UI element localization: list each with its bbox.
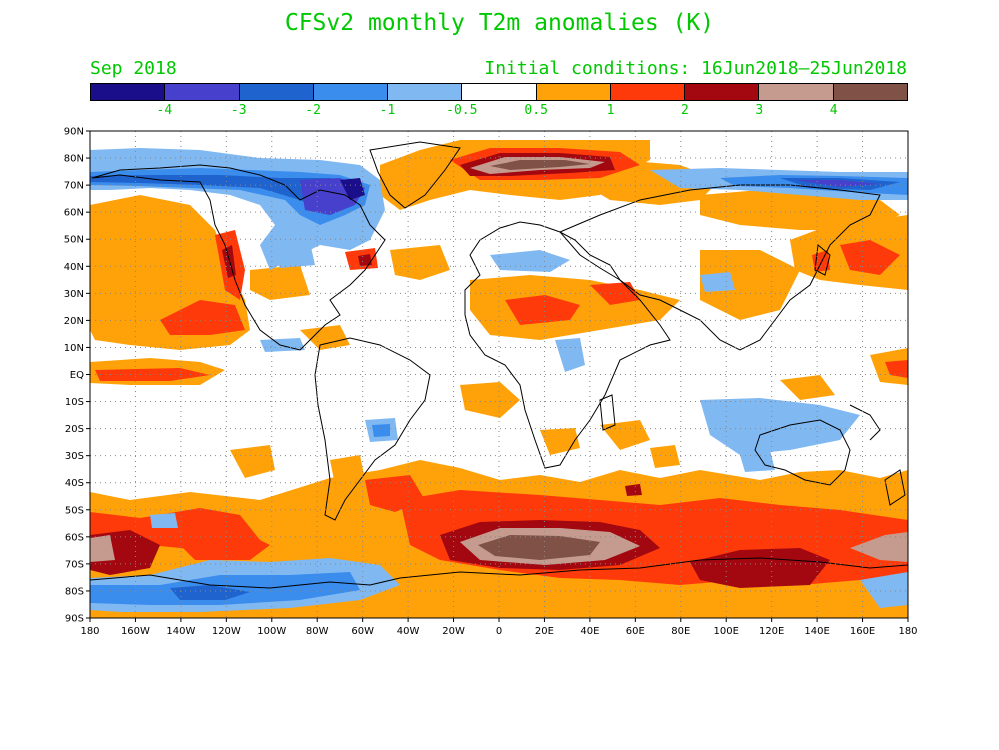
latitude-label: 70N <box>64 181 84 192</box>
colorbar-segment <box>833 84 907 100</box>
latitude-label: EQ <box>70 370 84 381</box>
longitude-label: 140W <box>166 626 195 637</box>
initial-conditions: Initial conditions: 16Jun2018–25Jun2018 <box>484 58 907 79</box>
north-america-outline <box>91 164 386 351</box>
latitude-label: 10N <box>64 343 84 354</box>
colorbar-label: -3 <box>230 103 247 118</box>
latitude-label: 60S <box>65 532 84 543</box>
latitude-label: 90N <box>64 127 84 138</box>
colorbar-label: -4 <box>156 103 173 118</box>
longitude-label: 180 <box>898 626 917 637</box>
longitude-labels: 180 160W 140W 120W 100W 80W 60W 40W 20W 0 20E 40E 60… <box>80 626 917 637</box>
latitude-label: 30S <box>65 451 84 462</box>
colorbar-segment <box>759 84 834 100</box>
colorbar-segment <box>685 84 760 100</box>
longitude-label: 100W <box>257 626 286 637</box>
asia-outline <box>559 184 881 351</box>
latitude-labels: 90N 80N 70N 60N 50N 40N 30N 20N 10N EQ 10S 20S 30S 40… <box>64 127 84 625</box>
latitude-label: 80N <box>64 154 84 165</box>
colorbar-segment <box>462 84 537 100</box>
latitude-label: 20S <box>65 424 84 435</box>
longitude-label: 140E <box>804 626 829 637</box>
australia-cold-anomaly <box>700 398 860 455</box>
greenland-outline <box>369 141 461 209</box>
latitude-label: 10S <box>65 397 84 408</box>
colorbar-label: 0.5 <box>524 103 548 118</box>
latitude-label: 40S <box>65 478 84 489</box>
colorbar-segment <box>313 84 389 100</box>
colorbar <box>90 83 908 101</box>
longitude-label: 80W <box>306 626 329 637</box>
longitude-label: 80E <box>671 626 690 637</box>
colorbar-label: 1 <box>606 103 615 118</box>
longitude-label: 180 <box>80 626 99 637</box>
colorbar-labels: -4 -3 -2 -1 -0.5 0.5 1 2 3 4 <box>90 103 908 121</box>
colorbar-segment <box>388 84 463 100</box>
colorbar-label: -0.5 <box>446 103 478 118</box>
valid-month: Sep 2018 <box>90 58 177 79</box>
longitude-label: 20W <box>442 626 465 637</box>
longitude-label: 160E <box>850 626 875 637</box>
colorbar-label: 3 <box>755 103 764 118</box>
latitude-label: 70S <box>65 559 84 570</box>
colorbar-segment <box>536 84 611 100</box>
antarctica-outline <box>90 557 908 589</box>
australia-outline <box>754 419 851 486</box>
colorbar-label: 2 <box>680 103 689 118</box>
latitude-label: 50N <box>64 235 84 246</box>
latitude-label: 30N <box>64 289 84 300</box>
longitude-label: 120E <box>759 626 784 637</box>
longitude-label: 60W <box>351 626 374 637</box>
europe-africa-outline <box>464 221 671 469</box>
latitude-label: 90S <box>65 614 84 625</box>
longitude-label: 20E <box>535 626 554 637</box>
latitude-label: 40N <box>64 262 84 273</box>
longitude-label: 40E <box>580 626 599 637</box>
latitude-label: 60N <box>64 208 84 219</box>
longitude-label: 0 <box>496 626 502 637</box>
longitude-label: 120W <box>212 626 241 637</box>
longitude-label: 60E <box>626 626 645 637</box>
colorbar-segment <box>165 84 240 100</box>
latitude-label: 50S <box>65 505 84 516</box>
longitude-label: 40W <box>397 626 420 637</box>
colorbar-segment <box>239 84 314 100</box>
colorbar-label: 4 <box>829 103 838 118</box>
colorbar-segment <box>91 84 166 100</box>
colorbar-label: -2 <box>305 103 321 118</box>
coastlines <box>90 141 908 589</box>
graticule <box>90 131 908 618</box>
colorbar-segment <box>610 84 686 100</box>
south-america-outline <box>314 337 431 521</box>
longitude-label: 100E <box>714 626 739 637</box>
axis-ticks <box>86 130 909 622</box>
longitude-label: 160W <box>121 626 150 637</box>
latitude-label: 80S <box>65 586 84 597</box>
colorbar-label: -1 <box>379 103 396 118</box>
map-field <box>90 131 908 618</box>
map-title: CFSv2 monthly T2m anomalies (K) <box>284 10 715 36</box>
latitude-label: 20N <box>64 316 84 327</box>
